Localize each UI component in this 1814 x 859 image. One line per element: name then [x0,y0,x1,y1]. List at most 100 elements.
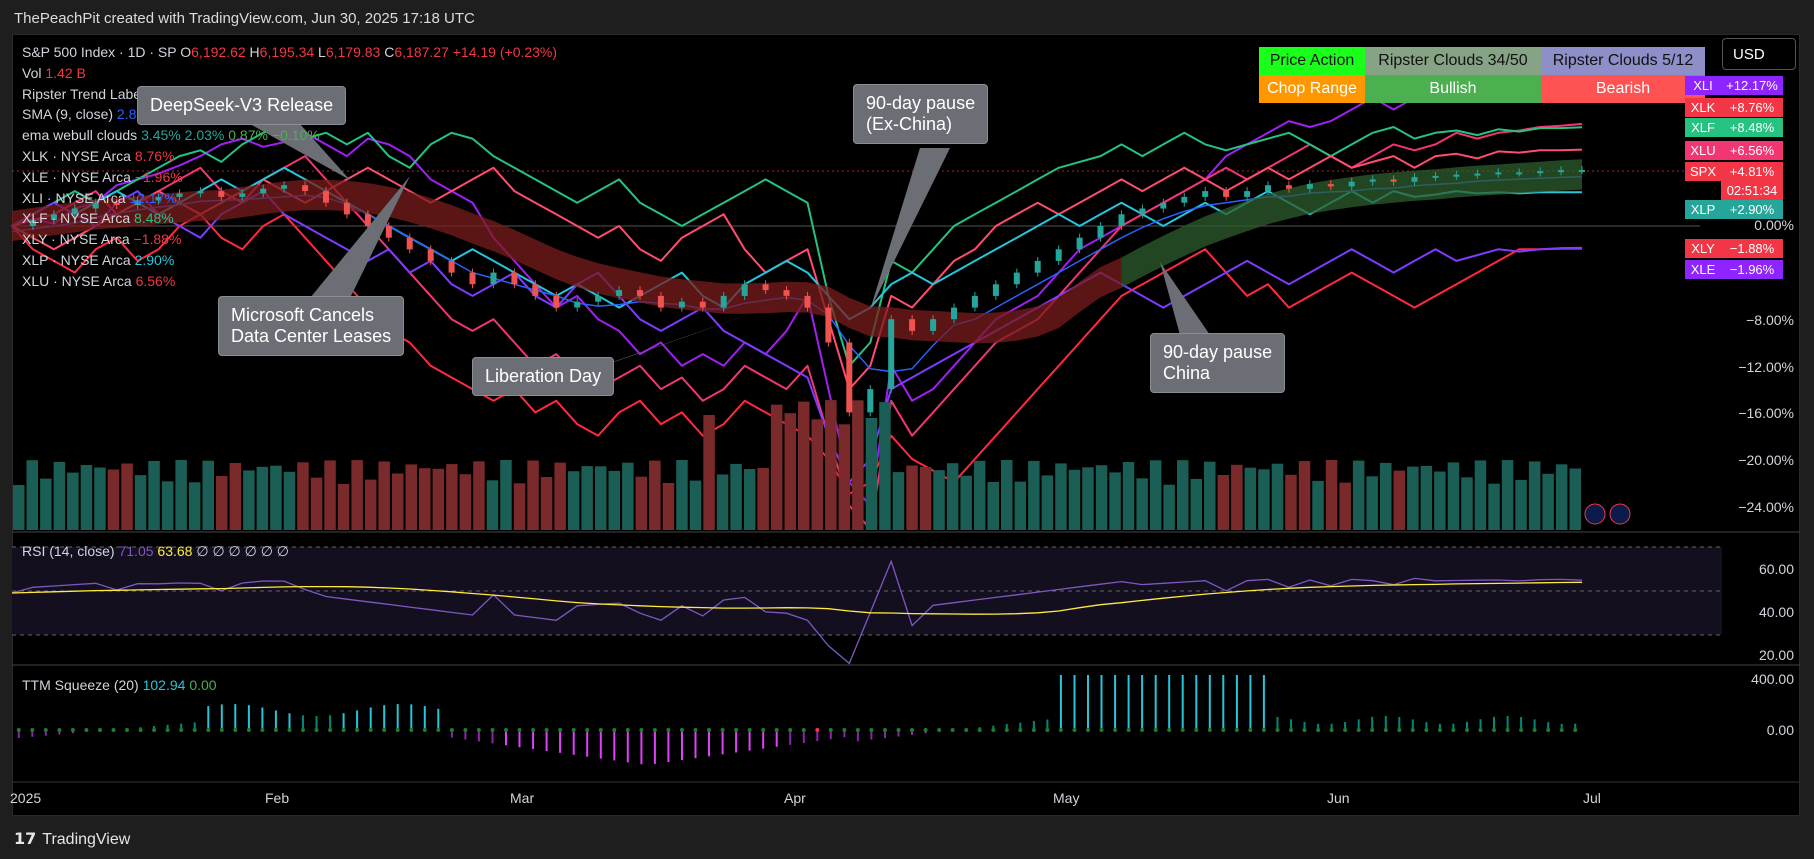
ttm-squeeze-dot [1072,728,1077,732]
volume-bar [540,477,553,530]
candle-body [1097,226,1104,238]
volume-bar [161,481,174,530]
tag-xly-label: XLY [1685,239,1721,258]
volume-bar [906,465,918,530]
volume-bar [216,476,228,530]
volume-bar [1515,479,1527,530]
candle-body [574,301,581,308]
volume-bar [80,465,93,530]
ttm-squeeze-dot [707,728,711,732]
y-tick-label: −20.00% [1738,452,1794,468]
volume-bar [595,466,607,530]
volume-bar [1109,472,1121,530]
ttm-squeeze-dot [179,728,184,732]
volume-bar [1407,466,1419,530]
tradingview-logo[interactable]: 17 TradingView [14,829,130,849]
volume-bar [256,466,269,530]
annotation-microsoft[interactable]: Microsoft Cancels Data Center Leases [218,296,405,356]
rsi-label: RSI (14, close) [22,543,115,559]
volume-bar [676,460,688,530]
ttm-axis-label: 400.00 [1751,671,1794,687]
volume-bar [1285,474,1297,530]
volume-bar [175,460,187,530]
volume-bar [1447,462,1460,530]
ttm-squeeze-dot [774,728,779,732]
volume-bar [770,404,783,530]
candle-body [1139,208,1146,215]
candle-body [1348,181,1355,187]
ttm-squeeze-dot [1478,728,1483,732]
legend-ticker-value: 8.76% [134,147,175,164]
legend-ema[interactable]: ema webull clouds [22,127,138,144]
ttm-squeeze-dot [43,728,48,732]
legend-sma[interactable]: SMA (9, close) [22,106,114,123]
ttm-squeeze-dot [1153,728,1158,732]
volume-bar [500,460,512,530]
legend-ticker-row[interactable]: XLK · NYSE Arca 8.76% [22,146,557,167]
currency-button[interactable]: USD [1722,38,1796,70]
candle-body [1390,179,1397,182]
legend-ticker-row[interactable]: XLU · NYSE Arca 6.56% [22,271,557,292]
volume-bar [1244,467,1257,530]
rsi-axis-label: 40.00 [1758,604,1794,620]
legend-high-label: H [249,44,260,60]
legend-vol: 1.42 B [45,64,86,81]
legend-ticker-row[interactable]: XLY · NYSE Arca −1.88% [22,229,557,250]
volume-bar [1380,462,1392,530]
volume-bar [446,464,458,530]
header-bar: ThePeachPit created with TradingView.com… [0,0,1814,34]
volume-bar [324,460,336,530]
ttm-squeeze-dot [382,728,387,732]
x-tick-label: 2025 [10,790,42,806]
legend-ticker-row[interactable]: XLF · NYSE Arca 8.48% [22,208,557,229]
annotation-90-day-china[interactable]: 90-day pause China [1150,333,1286,393]
legend-ticker-row[interactable]: XLP · NYSE Arca 2.90% [22,250,557,271]
annotation-90-day-ex-china[interactable]: 90-day pause (Ex-China) [853,84,989,144]
ttm-squeeze-dot [70,728,75,732]
tag-xlu-value: +6.56% [1721,141,1783,160]
annotation-deepseek[interactable]: DeepSeek-V3 Release [137,86,347,125]
legend-vol-label[interactable]: Vol [22,64,42,81]
table-ripster-34-50: Ripster Clouds 34/50 [1365,47,1541,75]
candle-body [1558,170,1565,173]
tv-logo-icon: 17 [14,829,37,848]
candle-body [29,220,36,226]
callout-pointer [310,176,410,298]
candle-body [720,295,727,308]
candle-body [1495,172,1502,175]
volume-bar [960,475,972,530]
legend-ticker-row[interactable]: XLE · NYSE Arca −1.96% [22,167,557,188]
legend-ticker-row[interactable]: XLI · NYSE Arca 12.17% [22,188,557,209]
annotation-liberation-day[interactable]: Liberation Day [472,357,615,396]
legend-symbol[interactable]: S&P 500 Index · 1D · SP [22,44,177,60]
candle-body [846,342,853,413]
ttm-squeeze-dot [1207,728,1212,732]
volume-bar [1474,460,1487,530]
table-chop-range: Chop Range [1259,75,1365,103]
ttm-squeeze-dot [287,728,292,732]
candle-body [1160,202,1167,209]
volume-bar [405,464,417,530]
legend-ema-val: 0.87% [228,127,268,144]
legend-ema-val: 2.03% [184,127,225,144]
volume-bar [554,462,566,530]
ttm-squeeze-dot [1261,728,1266,732]
y-tick-label: 0.00% [1754,217,1794,233]
ttm-squeeze-dot [422,728,427,732]
rsi-legend[interactable]: RSI (14, close) 71.05 63.68 ∅ ∅ ∅ ∅ ∅ ∅ [22,543,289,560]
volume-bar [1271,463,1284,530]
tv-brand: TradingView [42,831,131,848]
legend-ticker-name: XLI · NYSE Arca [22,189,126,206]
candle-body [113,202,120,205]
candle-body [762,284,769,291]
ttm-squeeze-dot [1058,728,1063,732]
volume-bar [310,477,323,530]
ttm-legend[interactable]: TTM Squeeze (20) 102.94 0.00 [22,677,217,693]
chart-legend: S&P 500 Index · 1D · SP O6,192.62 H6,195… [22,42,557,289]
ttm-squeeze-dot [449,728,454,732]
ttm-squeeze-dot [436,728,441,732]
ttm-squeeze-dot [490,728,495,732]
volume-bar [134,475,147,530]
ttm-squeeze-dot [165,728,170,732]
